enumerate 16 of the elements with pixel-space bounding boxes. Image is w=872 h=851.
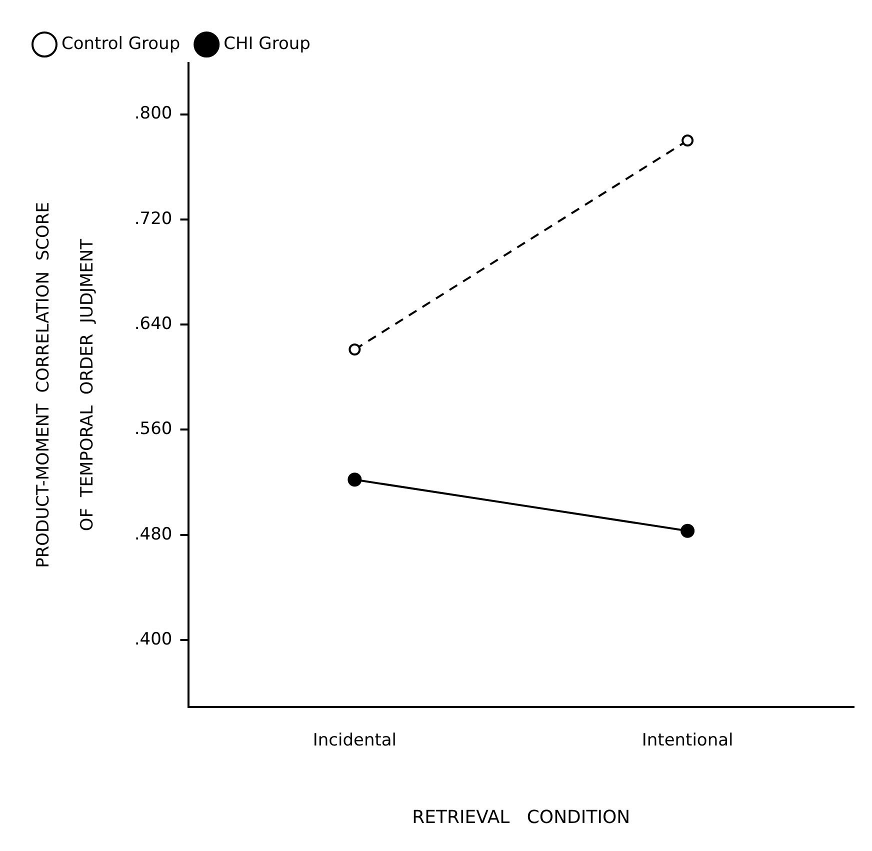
x-tick-label: Intentional: [642, 730, 734, 751]
point: [348, 472, 362, 487]
point: [348, 344, 361, 356]
legend-label: CHI Group: [224, 34, 310, 54]
x-axis-title: RETRIEVAL CONDITION: [412, 806, 630, 828]
y-tick-label: .800: [134, 104, 172, 124]
x-tick-label: Incidental: [312, 730, 397, 751]
y-tick-label: .640: [134, 314, 172, 334]
text: PRODUCT-MOMENT CORRELATION SCORE OF TEMPORAL ORDER JUDJMENT: [34, 202, 98, 568]
point: [682, 134, 694, 147]
legend-label: Control Group: [62, 34, 180, 54]
point: [680, 524, 695, 538]
y-tick-label: .560: [134, 419, 172, 440]
y-tick-label: .480: [134, 524, 172, 544]
y-tick-label: .400: [134, 629, 172, 650]
y-tick-label: .720: [134, 208, 172, 229]
